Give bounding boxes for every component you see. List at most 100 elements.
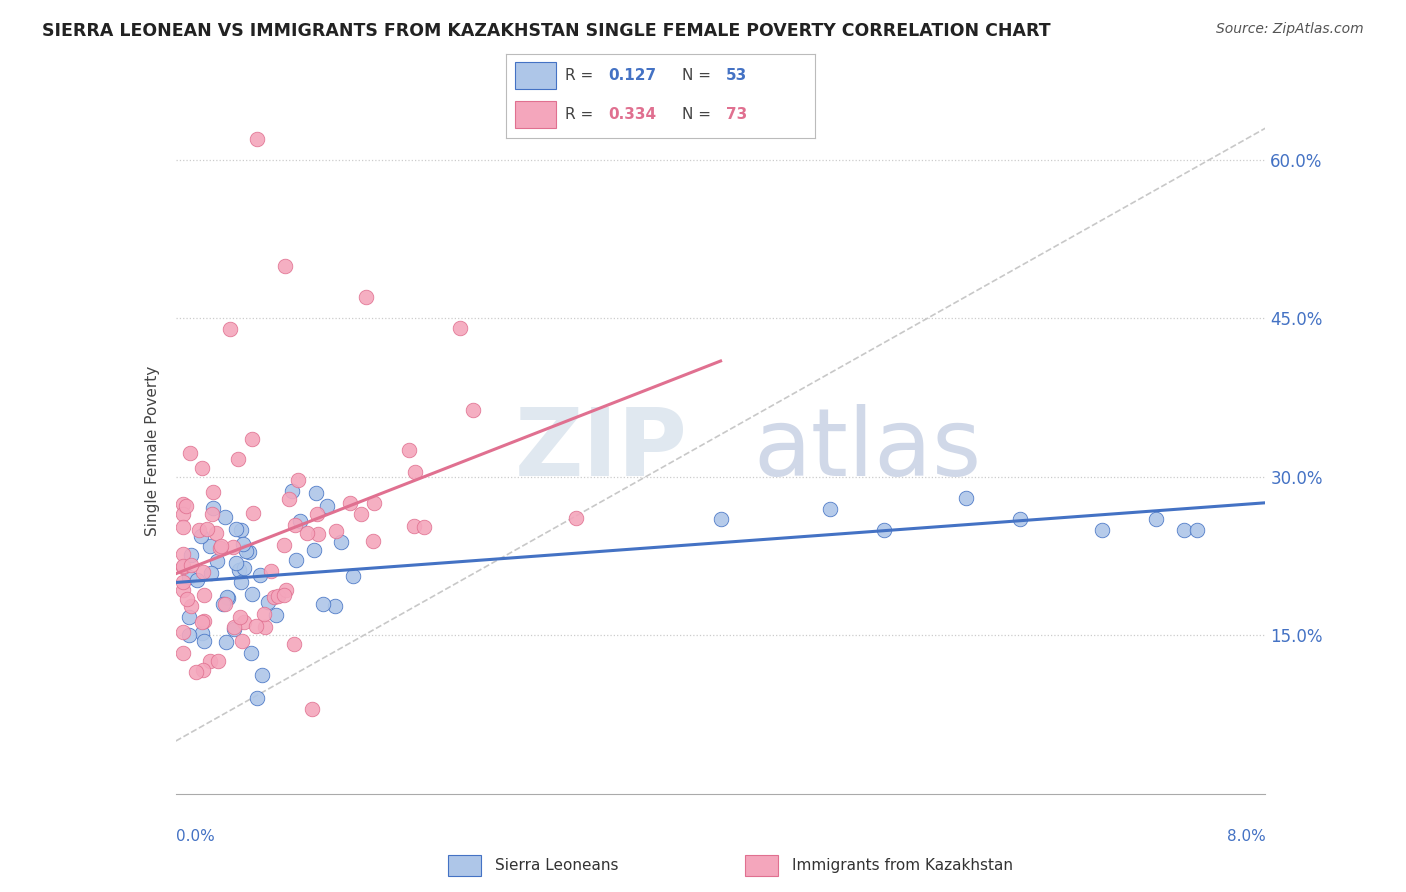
Sierra Leoneans bbox=[235, 544, 257, 558]
Immigrants from Kazakhstan bbox=[193, 588, 215, 602]
Bar bbox=[516, 101, 555, 128]
Sierra Leoneans bbox=[238, 545, 260, 559]
Immigrants from Kazakhstan bbox=[307, 527, 329, 541]
Immigrants from Kazakhstan bbox=[301, 702, 323, 716]
Immigrants from Kazakhstan bbox=[195, 522, 218, 536]
Text: Sierra Leoneans: Sierra Leoneans bbox=[495, 858, 619, 872]
Text: 8.0%: 8.0% bbox=[1226, 829, 1265, 844]
Immigrants from Kazakhstan bbox=[305, 507, 328, 521]
Immigrants from Kazakhstan bbox=[172, 547, 194, 561]
Immigrants from Kazakhstan bbox=[172, 497, 194, 511]
Immigrants from Kazakhstan bbox=[193, 615, 215, 629]
Sierra Leoneans bbox=[232, 537, 254, 551]
Sierra Leoneans bbox=[1091, 523, 1114, 537]
Immigrants from Kazakhstan bbox=[205, 526, 228, 541]
Text: atlas: atlas bbox=[754, 404, 981, 497]
Immigrants from Kazakhstan bbox=[402, 519, 425, 533]
Sierra Leoneans bbox=[233, 561, 256, 575]
Immigrants from Kazakhstan bbox=[219, 322, 242, 336]
Immigrants from Kazakhstan bbox=[350, 507, 373, 521]
Immigrants from Kazakhstan bbox=[253, 607, 276, 621]
Immigrants from Kazakhstan bbox=[339, 496, 361, 510]
Sierra Leoneans bbox=[205, 554, 228, 568]
Text: 53: 53 bbox=[725, 68, 747, 83]
Sierra Leoneans bbox=[201, 500, 224, 515]
Immigrants from Kazakhstan bbox=[254, 619, 277, 633]
Sierra Leoneans bbox=[190, 529, 212, 543]
Sierra Leoneans bbox=[215, 635, 238, 649]
Immigrants from Kazakhstan bbox=[263, 590, 285, 604]
Sierra Leoneans bbox=[240, 587, 263, 601]
Bar bbox=[745, 855, 779, 876]
Bar bbox=[516, 62, 555, 89]
Immigrants from Kazakhstan bbox=[245, 619, 267, 633]
Sierra Leoneans bbox=[264, 608, 287, 623]
Immigrants from Kazakhstan bbox=[226, 452, 249, 467]
Sierra Leoneans bbox=[215, 591, 238, 605]
Sierra Leoneans bbox=[955, 491, 977, 505]
Immigrants from Kazakhstan bbox=[191, 663, 214, 677]
Sierra Leoneans bbox=[179, 610, 201, 624]
Sierra Leoneans bbox=[323, 599, 346, 613]
Immigrants from Kazakhstan bbox=[198, 654, 221, 668]
Sierra Leoneans bbox=[1144, 512, 1167, 526]
Immigrants from Kazakhstan bbox=[361, 533, 384, 548]
Text: 0.334: 0.334 bbox=[609, 107, 657, 122]
Sierra Leoneans bbox=[316, 499, 339, 513]
Sierra Leoneans bbox=[225, 522, 247, 536]
Sierra Leoneans bbox=[1010, 512, 1032, 526]
Immigrants from Kazakhstan bbox=[356, 290, 378, 304]
Sierra Leoneans bbox=[285, 553, 308, 567]
Sierra Leoneans bbox=[302, 542, 325, 557]
Immigrants from Kazakhstan bbox=[214, 597, 236, 611]
Sierra Leoneans bbox=[873, 523, 896, 537]
Sierra Leoneans bbox=[1173, 523, 1195, 537]
Sierra Leoneans bbox=[231, 524, 253, 538]
Text: N =: N = bbox=[682, 68, 716, 83]
Immigrants from Kazakhstan bbox=[207, 654, 229, 668]
Immigrants from Kazakhstan bbox=[191, 461, 214, 475]
Immigrants from Kazakhstan bbox=[283, 517, 305, 532]
Text: SIERRA LEONEAN VS IMMIGRANTS FROM KAZAKHSTAN SINGLE FEMALE POVERTY CORRELATION C: SIERRA LEONEAN VS IMMIGRANTS FROM KAZAKH… bbox=[42, 22, 1050, 40]
Sierra Leoneans bbox=[200, 566, 222, 580]
Immigrants from Kazakhstan bbox=[180, 558, 202, 573]
Immigrants from Kazakhstan bbox=[295, 525, 318, 540]
Immigrants from Kazakhstan bbox=[172, 507, 194, 521]
Immigrants from Kazakhstan bbox=[242, 506, 264, 520]
Sierra Leoneans bbox=[180, 549, 202, 563]
Immigrants from Kazakhstan bbox=[278, 492, 301, 507]
Sierra Leoneans bbox=[231, 574, 253, 589]
Immigrants from Kazakhstan bbox=[172, 582, 194, 597]
Sierra Leoneans bbox=[818, 501, 841, 516]
Sierra Leoneans bbox=[312, 597, 335, 611]
Sierra Leoneans bbox=[329, 535, 352, 549]
Immigrants from Kazakhstan bbox=[565, 511, 588, 525]
Immigrants from Kazakhstan bbox=[176, 591, 198, 606]
Immigrants from Kazakhstan bbox=[172, 520, 194, 534]
Text: Source: ZipAtlas.com: Source: ZipAtlas.com bbox=[1216, 22, 1364, 37]
Immigrants from Kazakhstan bbox=[398, 442, 420, 457]
Sierra Leoneans bbox=[240, 646, 263, 660]
Sierra Leoneans bbox=[222, 623, 245, 637]
Immigrants from Kazakhstan bbox=[172, 558, 194, 573]
Sierra Leoneans bbox=[191, 625, 214, 640]
Sierra Leoneans bbox=[214, 510, 236, 524]
Immigrants from Kazakhstan bbox=[283, 637, 305, 651]
Text: 0.0%: 0.0% bbox=[176, 829, 215, 844]
Immigrants from Kazakhstan bbox=[266, 589, 288, 603]
Sierra Leoneans bbox=[288, 514, 311, 528]
Immigrants from Kazakhstan bbox=[273, 589, 295, 603]
Immigrants from Kazakhstan bbox=[180, 599, 202, 613]
Sierra Leoneans bbox=[710, 512, 733, 526]
Sierra Leoneans bbox=[249, 568, 271, 582]
Immigrants from Kazakhstan bbox=[202, 484, 225, 499]
Sierra Leoneans bbox=[257, 595, 280, 609]
Text: N =: N = bbox=[682, 107, 716, 122]
Immigrants from Kazakhstan bbox=[174, 499, 197, 513]
Immigrants from Kazakhstan bbox=[201, 507, 224, 521]
Immigrants from Kazakhstan bbox=[172, 575, 194, 590]
Immigrants from Kazakhstan bbox=[404, 465, 426, 479]
Immigrants from Kazakhstan bbox=[232, 615, 254, 630]
Immigrants from Kazakhstan bbox=[274, 259, 297, 273]
Text: 73: 73 bbox=[725, 107, 747, 122]
